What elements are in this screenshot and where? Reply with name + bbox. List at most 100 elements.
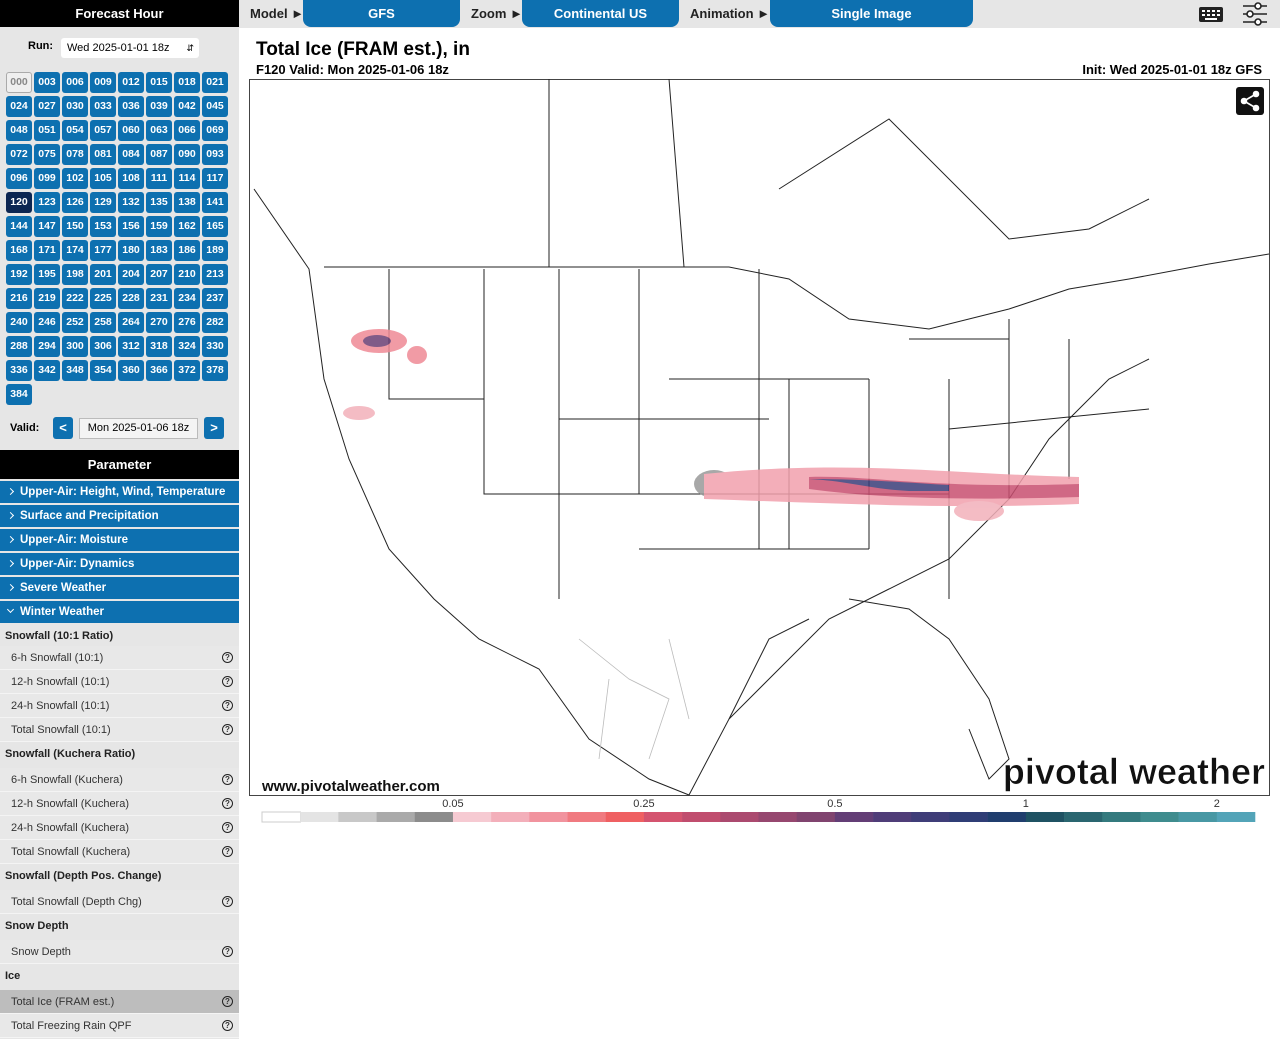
hour-button[interactable]: 222 [62,288,88,309]
keyboard-icon[interactable] [1198,4,1224,24]
hour-button[interactable]: 330 [202,336,228,357]
help-icon[interactable]: ? [222,946,233,957]
hour-button[interactable]: 225 [90,288,116,309]
prev-button[interactable]: < [53,417,73,439]
hour-button[interactable]: 093 [202,144,228,165]
hour-button[interactable]: 384 [6,384,32,405]
hour-button[interactable]: 306 [90,336,116,357]
parameter-item[interactable]: Total Snowfall (Kuchera)? [0,840,239,864]
hour-button[interactable]: 300 [62,336,88,357]
hour-button[interactable]: 354 [90,360,116,381]
hour-button[interactable]: 084 [118,144,144,165]
category-header[interactable]: Surface and Precipitation [0,505,239,527]
hour-button[interactable]: 258 [90,312,116,333]
help-icon[interactable]: ? [222,822,233,833]
hour-button[interactable]: 132 [118,192,144,213]
hour-button[interactable]: 372 [174,360,200,381]
hour-button[interactable]: 003 [34,72,60,93]
hour-button[interactable]: 039 [146,96,172,117]
help-icon[interactable]: ? [222,676,233,687]
hour-button[interactable]: 201 [90,264,116,285]
hour-button[interactable]: 114 [174,168,200,189]
hour-button[interactable]: 246 [34,312,60,333]
hour-button[interactable]: 123 [34,192,60,213]
help-icon[interactable]: ? [222,700,233,711]
share-button[interactable] [1236,87,1264,115]
parameter-item[interactable]: 12-h Snowfall (10:1)? [0,670,239,694]
next-button[interactable]: > [204,417,224,439]
hour-button[interactable]: 240 [6,312,32,333]
hour-button[interactable]: 348 [62,360,88,381]
hour-button[interactable]: 069 [202,120,228,141]
parameter-item[interactable]: 6-h Snowfall (Kuchera)? [0,768,239,792]
hour-button[interactable]: 177 [90,240,116,261]
hour-button[interactable]: 318 [146,336,172,357]
hour-button[interactable]: 159 [146,216,172,237]
hour-button[interactable]: 138 [174,192,200,213]
hour-button[interactable]: 162 [174,216,200,237]
help-icon[interactable]: ? [222,652,233,663]
hour-button[interactable]: 042 [174,96,200,117]
hour-button[interactable]: 156 [118,216,144,237]
model-button[interactable]: GFS [303,0,460,27]
hour-button[interactable]: 210 [174,264,200,285]
hour-button[interactable]: 135 [146,192,172,213]
hour-button[interactable]: 174 [62,240,88,261]
hour-button[interactable]: 165 [202,216,228,237]
help-icon[interactable]: ? [222,996,233,1007]
parameter-item[interactable]: 12-h Snowfall (Kuchera)? [0,792,239,816]
hour-button[interactable]: 264 [118,312,144,333]
zoom-button[interactable]: Continental US [522,0,679,27]
hour-button[interactable]: 198 [62,264,88,285]
hour-button[interactable]: 051 [34,120,60,141]
hour-button[interactable]: 027 [34,96,60,117]
hour-button[interactable]: 126 [62,192,88,213]
parameter-item[interactable]: 24-h Snowfall (Kuchera)? [0,816,239,840]
help-icon[interactable]: ? [222,896,233,907]
hour-button[interactable]: 018 [174,72,200,93]
hour-button[interactable]: 360 [118,360,144,381]
hour-button[interactable]: 204 [118,264,144,285]
hour-button[interactable]: 234 [174,288,200,309]
hour-button[interactable]: 231 [146,288,172,309]
hour-button[interactable]: 033 [90,96,116,117]
category-header[interactable]: Severe Weather [0,577,239,599]
hour-button[interactable]: 000 [6,72,32,93]
hour-button[interactable]: 021 [202,72,228,93]
hour-button[interactable]: 030 [62,96,88,117]
help-icon[interactable]: ? [222,1020,233,1031]
hour-button[interactable]: 147 [34,216,60,237]
hour-button[interactable]: 219 [34,288,60,309]
hour-button[interactable]: 237 [202,288,228,309]
hour-button[interactable]: 342 [34,360,60,381]
hour-button[interactable]: 108 [118,168,144,189]
help-icon[interactable]: ? [222,798,233,809]
hour-button[interactable]: 129 [90,192,116,213]
hour-button[interactable]: 066 [174,120,200,141]
hour-button[interactable]: 012 [118,72,144,93]
hour-button[interactable]: 087 [146,144,172,165]
hour-button[interactable]: 024 [6,96,32,117]
help-icon[interactable]: ? [222,846,233,857]
hour-button[interactable]: 195 [34,264,60,285]
hour-button[interactable]: 036 [118,96,144,117]
hour-button[interactable]: 111 [146,168,172,189]
hour-button[interactable]: 336 [6,360,32,381]
hour-button[interactable]: 015 [146,72,172,93]
hour-button[interactable]: 090 [174,144,200,165]
hour-button[interactable]: 276 [174,312,200,333]
hour-button[interactable]: 150 [62,216,88,237]
hour-button[interactable]: 216 [6,288,32,309]
hour-button[interactable]: 282 [202,312,228,333]
hour-button[interactable]: 228 [118,288,144,309]
hour-button[interactable]: 045 [202,96,228,117]
help-icon[interactable]: ? [222,724,233,735]
hour-button[interactable]: 192 [6,264,32,285]
hour-button[interactable]: 294 [34,336,60,357]
parameter-item[interactable]: Total Snowfall (Depth Chg)? [0,890,239,914]
hour-button[interactable]: 324 [174,336,200,357]
parameter-item[interactable]: Total Snowfall (10:1)? [0,718,239,742]
settings-icon[interactable] [1241,1,1269,27]
parameter-item[interactable]: 24-h Snowfall (10:1)? [0,694,239,718]
hour-button[interactable]: 168 [6,240,32,261]
